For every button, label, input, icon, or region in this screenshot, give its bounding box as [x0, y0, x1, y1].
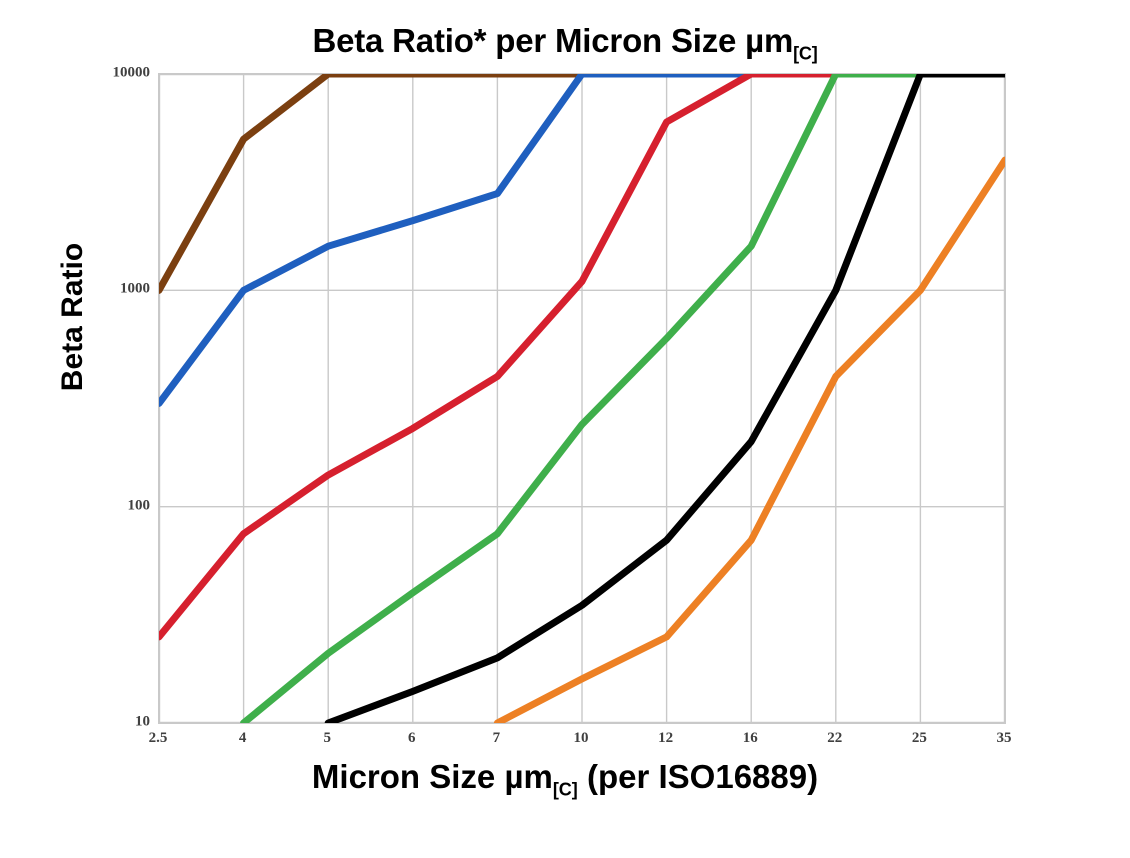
y-axis-title: Beta Ratio: [56, 242, 89, 392]
x-axis-title-subscript: [C]: [552, 779, 578, 800]
chart-title-subscript: [C]: [793, 43, 818, 64]
x-axis-tick-label: 7: [492, 730, 501, 746]
y-axis-tick-label: 100: [127, 497, 151, 514]
series-line-16m: [324, 74, 1005, 723]
series-lines: [159, 74, 1005, 723]
series-line-10m: [240, 74, 1005, 723]
x-axis-tick-label: 22: [827, 730, 843, 746]
x-axis-tick-label: 35: [996, 730, 1012, 746]
series-line-1m: [159, 74, 1005, 294]
chart-title-main: Beta Ratio* per Micron Size µm: [312, 22, 794, 59]
x-axis-tick-label: 6: [408, 730, 416, 746]
series-line-3m: [159, 74, 1005, 407]
x-gridlines: [159, 74, 1005, 723]
x-axis-tick-label: 25: [911, 730, 927, 746]
chart-title: Beta Ratio* per Micron Size µm[C]: [0, 22, 1130, 65]
x-axis-tick-label: 12: [658, 730, 674, 746]
x-axis-tick-label: 10: [573, 730, 589, 746]
y-axis-tick-label: 1000: [120, 280, 150, 297]
plot-svg: [159, 74, 1005, 723]
x-axis-tick-label: 5: [323, 730, 331, 746]
x-axis-title-tail: (per ISO16889): [577, 758, 819, 795]
x-axis-title: Micron Size µm[C] (per ISO16889): [0, 758, 1130, 801]
y-axis-tick-label: 10000: [112, 64, 151, 81]
series-line-25m: [493, 156, 1005, 723]
x-axis-tick-labels: 2.5 4 5 6 7 10 12 16 22 25 35: [149, 730, 1012, 756]
plot-area: [158, 73, 1006, 724]
x-axis-tick-label: 16: [742, 730, 758, 746]
x-axis-tick-label: 4: [238, 730, 247, 746]
series-line-6m: [159, 74, 1005, 641]
x-axis-tick-label: 2.5: [148, 730, 168, 746]
y-axis-tick-label: 10: [135, 713, 150, 730]
y-axis-tick-labels: 10 100 1000 10000: [88, 65, 151, 730]
x-axis-title-main: Micron Size µm: [311, 758, 553, 795]
